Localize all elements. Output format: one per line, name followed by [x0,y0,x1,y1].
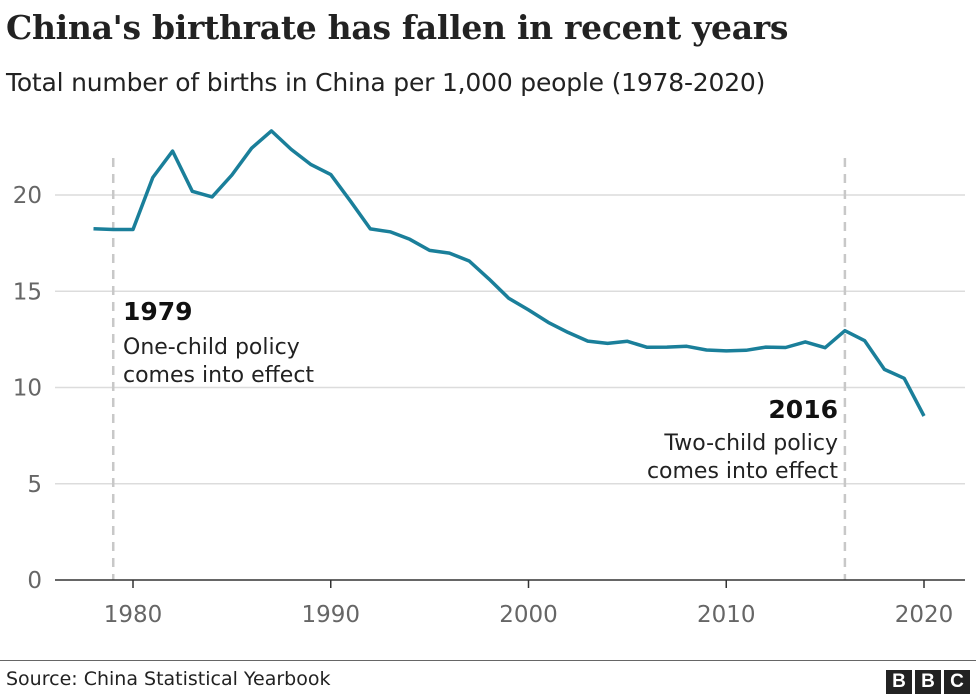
annotation-2016-line1: Two-child policy [663,431,838,456]
y-tick-label-5: 5 [27,472,42,498]
source-note: Source: China Statistical Yearbook [6,668,331,690]
y-tick-label-20: 20 [13,183,42,209]
bbc-logo-c: C [944,670,970,694]
chart-title: China's birthrate has fallen in recent y… [6,8,789,47]
x-tick-label-1980: 1980 [104,602,163,628]
bbc-logo-b1: B [886,670,912,694]
annotation-1979-line2: comes into effect [123,363,314,388]
footer-divider [0,660,976,661]
annotation-1979-line1: One-child policy [123,335,300,360]
y-tick-label-15: 15 [13,279,42,305]
line-chart: 1979 One-child policy comes into effect … [13,129,965,628]
bbc-logo-b2: B [915,670,941,694]
x-tick-label-2010: 2010 [697,602,756,628]
annotation-1979-year: 1979 [123,297,193,326]
x-tick-label-2020: 2020 [895,602,954,628]
annotation-2016-year: 2016 [768,395,838,424]
y-tick-label-10: 10 [13,376,42,402]
annotation-2016-line2: comes into effect [647,459,838,484]
chart-subtitle: Total number of births in China per 1,00… [6,68,766,97]
bbc-logo: B B C [886,670,970,694]
x-tick-label-2000: 2000 [499,602,558,628]
x-tick-label-1990: 1990 [301,602,360,628]
y-tick-label-0: 0 [27,568,42,594]
